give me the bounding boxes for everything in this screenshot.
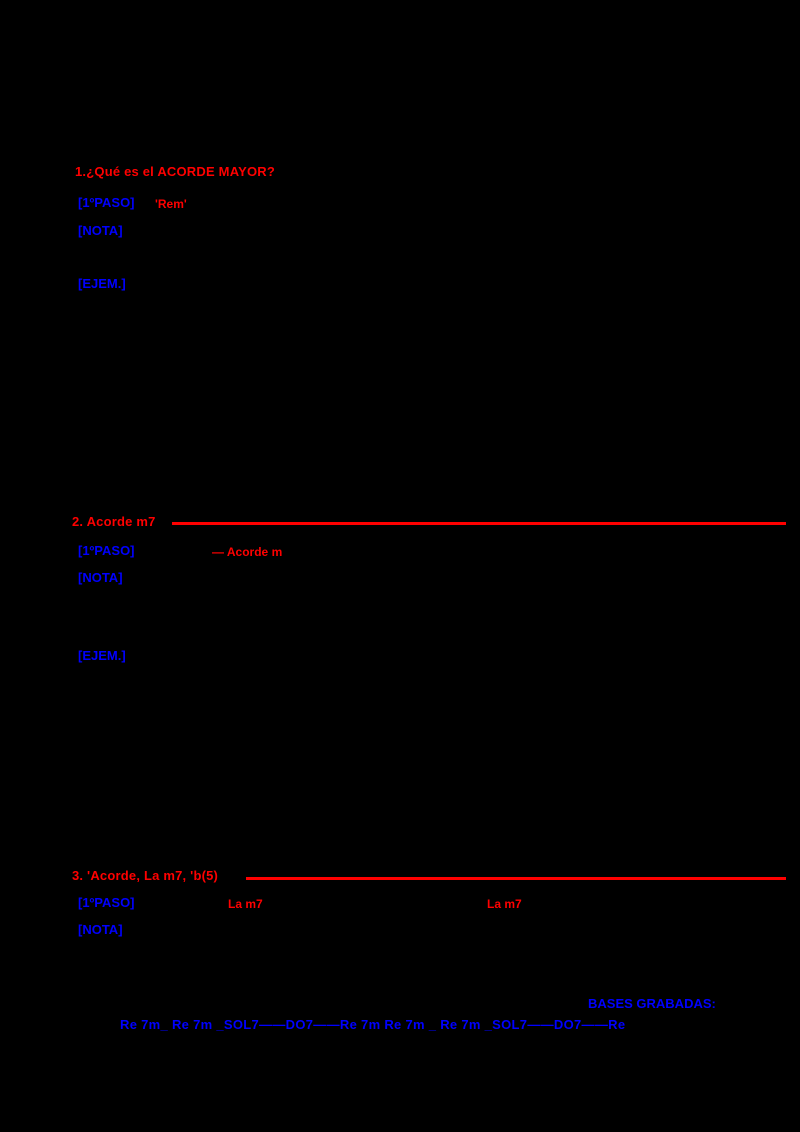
section-1-nota-label: [NOTA] [78,223,123,238]
section-1-paso-label: [1ºPASO] [78,195,135,210]
section-2-paso-label: [1ºPASO] [78,543,135,558]
section-3-paso-value-2: La m7 [487,897,522,911]
footer-right-label: BASES GRABADAS: [588,996,716,1011]
chord-progression-line: Re 7m_ Re 7m _SOL7——DO7——Re 7m Re 7m _ R… [120,1017,626,1032]
section-3-heading-rule [246,877,786,880]
section-3-heading: 3. 'Acorde, La m7, 'b(5) [72,868,219,883]
section-2-ejem-label: [EJEM.] [78,648,126,663]
section-3-nota-label: [NOTA] [78,922,123,937]
section-1-heading: 1.¿Qué es el ACORDE MAYOR? [75,164,276,179]
section-1-ejem-label: [EJEM.] [78,276,126,291]
section-2-heading-rule [172,522,786,525]
section-2-heading: 2. Acorde m7 [72,514,156,529]
section-3-paso-value-1: La m7 [228,897,263,911]
section-2-paso-value: — Acorde m [212,545,283,559]
section-3-paso-label: [1ºPASO] [78,895,135,910]
section-2-nota-label: [NOTA] [78,570,123,585]
section-1-paso-value: 'Rem' [155,197,187,211]
